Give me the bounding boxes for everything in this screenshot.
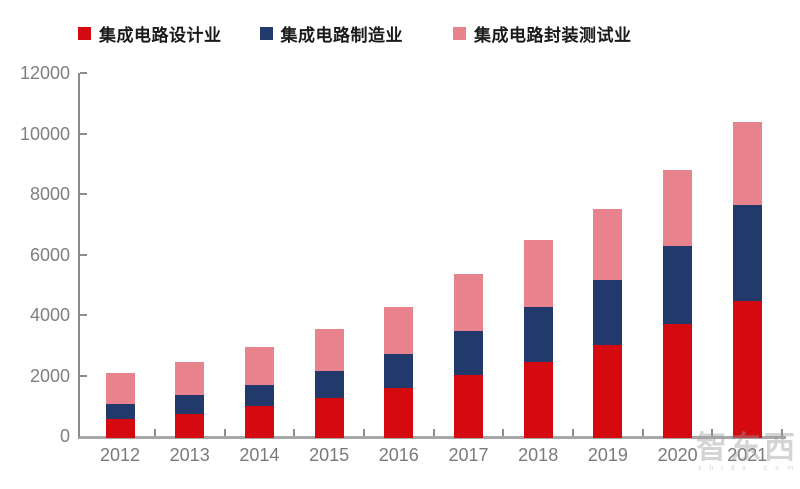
x-axis-label: 2015 (309, 445, 350, 465)
legend-item-0: 集成电路设计业 (78, 21, 222, 46)
y-axis-tick (80, 72, 87, 74)
bar-group-2020 (663, 170, 693, 438)
bar-segment-series2 (244, 346, 274, 385)
x-axis-tick (223, 429, 226, 436)
bar-segment-series0 (663, 323, 693, 438)
bar-segment-series2 (663, 170, 693, 247)
bar-group-2016 (384, 306, 414, 438)
x-axis-label: 2019 (587, 445, 628, 465)
bar-segment-series0 (175, 413, 205, 438)
y-axis-tick (80, 314, 87, 316)
x-axis-label: 2014 (239, 445, 280, 465)
y-axis-label: 10000 (19, 123, 70, 144)
x-axis-label: 2013 (169, 445, 210, 465)
bar-group-2018 (523, 240, 553, 438)
legend-swatch-icon (78, 27, 91, 40)
bar-group-2015 (314, 328, 344, 438)
bar-segment-series1 (454, 331, 483, 376)
legend-item-2: 集成电路封装测试业 (453, 21, 632, 46)
bar-segment-series0 (732, 301, 762, 438)
x-axis-tick (293, 429, 296, 436)
x-axis-tick (153, 429, 156, 436)
bar-group-2019 (593, 209, 623, 438)
plot-area: 0 2000 4000 6000 8000 10000 12000 2012 2013 2014 2… (20, 63, 786, 465)
bar-segment-series1 (384, 354, 414, 389)
bar-segment-series1 (663, 246, 693, 324)
legend-swatch-icon (453, 27, 466, 40)
bar-segment-series0 (593, 345, 623, 438)
legend-label: 集成电路设计业 (99, 26, 222, 45)
x-axis-tick (711, 429, 714, 436)
y-axis-tick (80, 374, 87, 377)
legend-swatch-icon (259, 27, 273, 40)
x-axis-tick (432, 429, 435, 436)
bar-segment-series1 (105, 403, 135, 420)
watermark-subtext: z h i d x . c o m (697, 465, 797, 472)
bar-segment-series2 (593, 209, 623, 281)
bar-segment-series2 (384, 306, 414, 355)
x-axis-label: 2012 (99, 445, 141, 465)
bar-segment-series0 (105, 419, 135, 438)
bar-group-2017 (454, 274, 483, 438)
bar-segment-series2 (732, 121, 762, 206)
bar-segment-series0 (314, 397, 344, 438)
legend-label: 集成电路封装测试业 (474, 26, 632, 45)
bar-segment-series2 (454, 274, 483, 332)
legend-label: 集成电路制造业 (280, 26, 403, 45)
x-axis-label: 2018 (518, 445, 559, 465)
x-axis-label: 2016 (378, 445, 419, 465)
y-axis-tick (80, 193, 87, 195)
x-axis-label: 2017 (448, 445, 489, 465)
bar-group-2021 (732, 121, 762, 438)
x-axis-tick (641, 429, 644, 436)
bar-segment-series1 (523, 306, 553, 362)
x-axis-tick (572, 429, 575, 436)
x-axis-tick (781, 429, 784, 436)
x-axis-label: 2021 (727, 445, 768, 465)
bar-group-2014 (244, 346, 274, 438)
bar-segment-series0 (244, 406, 274, 438)
bar-segment-series1 (175, 395, 205, 414)
y-axis-label: 4000 (29, 305, 70, 325)
x-axis-tick (362, 429, 365, 436)
bar-segment-series2 (523, 240, 553, 307)
bar-segment-series0 (523, 361, 553, 438)
y-axis-label: 6000 (29, 244, 70, 265)
y-axis-label: 12000 (19, 63, 70, 83)
bar-segment-series0 (384, 388, 414, 438)
bar-segment-series1 (593, 280, 623, 346)
y-axis-tick (80, 132, 87, 135)
bar-segment-series2 (105, 372, 135, 404)
y-axis-label: 8000 (29, 184, 70, 204)
bar-segment-series0 (454, 375, 483, 438)
chart-legend: 集成电路设计业 集成电路制造业 集成电路封装测试业 (78, 21, 632, 46)
y-axis-tick (80, 253, 87, 256)
legend-item-1: 集成电路制造业 (259, 21, 404, 46)
bar-segment-series2 (314, 328, 344, 371)
bar-segment-series1 (732, 205, 762, 302)
x-axis-tick (502, 429, 505, 436)
bar-group-2012 (105, 372, 135, 438)
y-axis-label: 0 (59, 426, 70, 446)
x-axis-label: 2020 (657, 445, 698, 465)
bar-segment-series1 (244, 384, 274, 407)
bar-segment-series2 (175, 362, 205, 396)
bar-segment-series1 (314, 370, 344, 398)
y-axis-label: 2000 (29, 365, 70, 386)
bar-group-2013 (175, 362, 205, 438)
